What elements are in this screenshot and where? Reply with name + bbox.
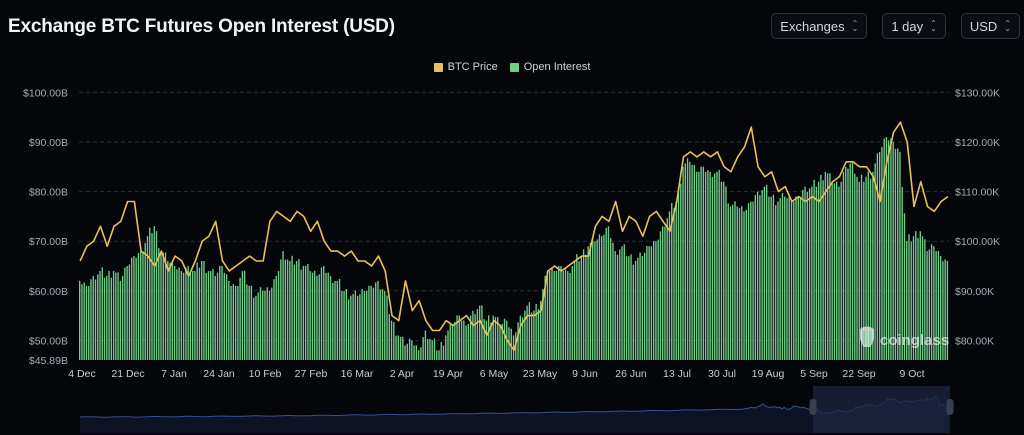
open-interest-bars bbox=[79, 137, 949, 360]
navigator-area bbox=[80, 396, 949, 433]
legend-swatch-open-interest bbox=[509, 62, 519, 72]
legend-label-open-interest: Open Interest bbox=[523, 61, 591, 73]
left-y-axis: $100.00B $90.00B $80.00B $70.00B $60.00B $50.… bbox=[23, 87, 68, 367]
interval-select[interactable]: 1 day ⌃ ⌄ bbox=[882, 13, 946, 39]
x-axis-tick: 13 Jul bbox=[663, 368, 691, 380]
x-axis-tick: 19 Aug bbox=[752, 368, 785, 380]
range-navigator[interactable] bbox=[78, 385, 954, 433]
x-axis-tick: 30 Jul bbox=[708, 368, 736, 380]
btc-price-line bbox=[79, 121, 949, 352]
right-y-axis: $130.00K $120.00K $110.00K $100.00K $90.00K $… bbox=[955, 87, 1000, 347]
watermark-text: coinglass bbox=[880, 332, 949, 349]
x-axis-tick: 6 May bbox=[480, 368, 509, 380]
right-axis-tick: $110.00K bbox=[955, 187, 999, 199]
page-title: Exchange BTC Futures Open Interest (USD) bbox=[8, 16, 395, 37]
x-axis-tick: 9 Jun bbox=[572, 368, 598, 380]
x-axis-tick: 19 Apr bbox=[433, 368, 464, 380]
left-axis-tick: $45.89B bbox=[29, 355, 68, 367]
right-axis-tick: $80.00K bbox=[955, 335, 994, 347]
exchanges-select-label: Exchanges bbox=[780, 18, 845, 34]
left-axis-tick: $80.00B bbox=[29, 187, 68, 199]
x-axis-tick: 22 Sep bbox=[842, 368, 875, 380]
legend-label-btc-price: BTC Price bbox=[447, 61, 498, 73]
grid-lines bbox=[79, 91, 949, 341]
x-axis-tick: 23 May bbox=[523, 368, 558, 380]
chevron-updown-icon: ⌃ ⌄ bbox=[1004, 19, 1011, 33]
x-axis-tick: 9 Oct bbox=[899, 368, 924, 380]
currency-select[interactable]: USD ⌃ ⌄ bbox=[960, 13, 1020, 39]
left-axis-tick: $60.00B bbox=[29, 286, 68, 298]
navigator-right-handle[interactable] bbox=[946, 399, 954, 415]
right-axis-tick: $130.00K bbox=[955, 87, 1000, 99]
right-axis-tick: $90.00K bbox=[955, 286, 994, 298]
x-axis-tick: 16 Mar bbox=[341, 368, 374, 380]
coinglass-logo-icon bbox=[860, 326, 874, 347]
left-axis-tick: $50.00B bbox=[29, 335, 68, 347]
chevron-updown-icon: ⌃ ⌄ bbox=[851, 19, 859, 33]
right-axis-tick: $100.00K bbox=[955, 236, 1000, 248]
x-axis-tick: 2 Apr bbox=[390, 368, 415, 380]
left-axis-tick: $100.00B bbox=[23, 87, 68, 99]
chart-controls: Exchanges ⌃ ⌄ 1 day ⌃ ⌄ USD ⌃ ⌄ bbox=[771, 13, 1020, 39]
x-axis-tick: 4 Dec bbox=[68, 368, 95, 380]
navigator-selection[interactable] bbox=[813, 386, 950, 433]
x-axis-tick: 10 Feb bbox=[249, 368, 282, 380]
legend-item-btc-price[interactable]: BTC Price bbox=[433, 61, 498, 73]
chart-legend: BTC Price Open Interest bbox=[0, 61, 1024, 73]
x-axis: 4 Dec 21 Dec 7 Jan 24 Jan 10 Feb 27 Feb 16 Mar… bbox=[68, 368, 924, 380]
x-axis-tick: 5 Sep bbox=[800, 368, 828, 380]
exchanges-select[interactable]: Exchanges ⌃ ⌄ bbox=[771, 13, 868, 39]
navigator-left-handle[interactable] bbox=[809, 399, 817, 415]
x-axis-tick: 21 Dec bbox=[111, 368, 144, 380]
coinglass-watermark: coinglass bbox=[860, 326, 949, 349]
left-axis-tick: $90.00B bbox=[29, 137, 68, 149]
x-axis-tick: 7 Jan bbox=[161, 368, 187, 380]
interval-select-label: 1 day bbox=[891, 18, 924, 34]
right-axis-tick: $120.00K bbox=[955, 137, 1000, 149]
x-axis-tick: 27 Feb bbox=[295, 368, 328, 380]
legend-swatch-btc-price bbox=[433, 62, 443, 72]
left-axis-tick: $70.00B bbox=[29, 236, 68, 248]
x-axis-tick: 24 Jan bbox=[203, 368, 235, 380]
legend-item-open-interest[interactable]: Open Interest bbox=[509, 61, 591, 73]
x-axis-tick: 26 Jun bbox=[615, 368, 647, 380]
navigator-line bbox=[79, 396, 950, 418]
chevron-updown-icon: ⌃ ⌄ bbox=[930, 19, 937, 33]
currency-select-label: USD bbox=[969, 18, 998, 34]
